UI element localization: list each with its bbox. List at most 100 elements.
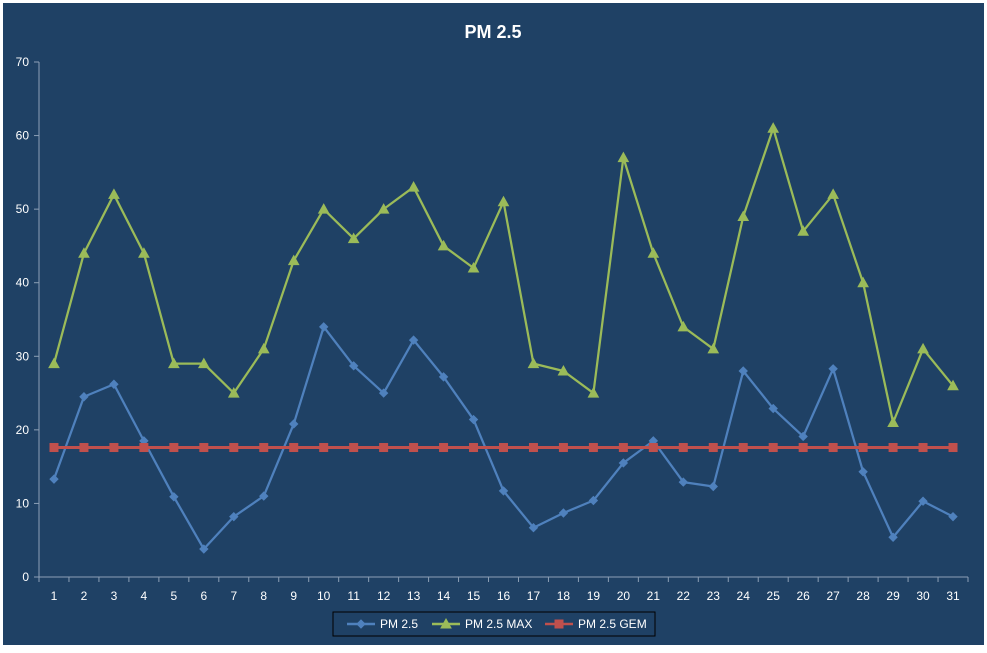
data-point-pm-2-5-max [827, 188, 839, 199]
data-point-pm-2-5 [259, 491, 269, 501]
data-point-pm-2-5 [918, 496, 928, 506]
chart-background [3, 3, 984, 645]
data-point-pm-2-5-gem [678, 443, 688, 453]
x-tick-label: 23 [707, 589, 721, 603]
data-point-pm-2-5 [828, 364, 838, 374]
data-point-pm-2-5 [49, 474, 59, 484]
data-point-pm-2-5-gem [349, 443, 359, 453]
data-point-pm-2-5-gem [49, 443, 59, 453]
x-tick-label: 25 [767, 589, 781, 603]
chart-title: PM 2.5 [464, 22, 521, 42]
data-point-pm-2-5 [468, 414, 479, 425]
data-point-pm-2-5-max [168, 357, 180, 369]
data-point-pm-2-5-gem [379, 443, 389, 453]
data-point-pm-2-5 [318, 322, 329, 332]
data-point-pm-2-5 [79, 392, 89, 402]
data-point-pm-2-5 [678, 477, 689, 487]
x-tick-label: 20 [617, 589, 631, 603]
data-point-pm-2-5 [289, 419, 299, 429]
data-point-pm-2-5-gem [469, 443, 479, 453]
x-tick-label: 24 [737, 589, 751, 603]
y-tick-label: 40 [16, 276, 30, 290]
x-tick-label: 22 [677, 589, 691, 603]
data-point-pm-2-5-max [257, 342, 270, 354]
legend-label: PM 2.5 GEM [578, 617, 647, 631]
data-point-pm-2-5-gem [259, 443, 269, 453]
data-point-pm-2-5-gem [289, 443, 299, 453]
y-tick-label: 20 [16, 423, 30, 437]
legend-item-pm-2-5: PM 2.5 [347, 617, 418, 631]
data-point-pm-2-5-gem [768, 443, 778, 453]
data-point-pm-2-5 [109, 379, 119, 389]
x-tick-label: 16 [497, 589, 511, 603]
data-point-pm-2-5 [528, 523, 539, 533]
x-tick-label: 14 [437, 589, 451, 603]
x-tick-label: 3 [111, 589, 118, 603]
x-tick-label: 21 [647, 589, 661, 603]
data-point-pm-2-5 [738, 366, 748, 376]
data-point-pm-2-5-max [647, 247, 660, 258]
legend-swatch-marker [356, 619, 366, 629]
data-point-pm-2-5-max [767, 122, 780, 133]
data-point-pm-2-5 [378, 388, 389, 398]
x-tick-label: 29 [886, 589, 900, 603]
legend-swatch-marker [554, 619, 564, 629]
data-point-pm-2-5-max [407, 181, 420, 192]
data-point-pm-2-5-gem [738, 443, 748, 453]
data-point-pm-2-5-max [887, 416, 899, 427]
x-tick-label: 1 [51, 589, 58, 603]
data-point-pm-2-5-gem [229, 443, 239, 453]
data-point-pm-2-5-gem [888, 443, 898, 453]
x-tick-label: 18 [557, 589, 571, 603]
series-pm-2-5-max [48, 122, 959, 427]
y-tick-label: 70 [16, 55, 30, 69]
x-tick-label: 10 [317, 589, 331, 603]
x-tick-label: 15 [467, 589, 481, 603]
legend-swatch-marker [440, 617, 452, 629]
data-point-pm-2-5-max [377, 203, 390, 214]
data-point-pm-2-5-gem [588, 443, 598, 453]
legend: PM 2.5 PM 2.5 MAX PM 2.5 GEM [332, 611, 656, 637]
data-point-pm-2-5-max [227, 387, 240, 398]
x-tick-label: 31 [946, 589, 960, 603]
data-point-pm-2-5-max [437, 239, 450, 251]
y-tick-label: 60 [16, 129, 30, 143]
data-point-pm-2-5-max [78, 247, 90, 258]
data-point-pm-2-5-max [497, 195, 510, 207]
x-tick-label: 28 [856, 589, 870, 603]
x-tick-label: 26 [796, 589, 810, 603]
data-point-pm-2-5-gem [858, 443, 868, 453]
series-pm-2-5 [49, 322, 958, 554]
x-tick-label: 2 [81, 589, 88, 603]
x-tick-label: 17 [527, 589, 541, 603]
data-point-pm-2-5 [798, 431, 808, 442]
data-point-pm-2-5 [768, 403, 778, 414]
data-point-pm-2-5-gem [409, 443, 419, 453]
data-point-pm-2-5-max [677, 320, 690, 332]
data-point-pm-2-5-gem [648, 443, 658, 453]
data-point-pm-2-5-gem [109, 443, 119, 453]
data-point-pm-2-5-max [857, 276, 869, 288]
data-point-pm-2-5-gem [439, 443, 449, 453]
data-point-pm-2-5-max [317, 203, 330, 214]
legend-label: PM 2.5 MAX [465, 617, 532, 631]
data-point-pm-2-5 [948, 511, 958, 522]
data-point-pm-2-5-max [347, 232, 360, 244]
data-point-pm-2-5-max [587, 387, 600, 398]
data-point-pm-2-5 [229, 511, 239, 522]
data-point-pm-2-5-max [947, 379, 959, 391]
data-point-pm-2-5-max [48, 357, 60, 369]
data-point-pm-2-5-max [557, 364, 570, 376]
data-point-pm-2-5-max [617, 151, 630, 163]
data-point-pm-2-5 [558, 508, 569, 518]
x-tick-label: 8 [260, 589, 267, 603]
legend-item-pm-2-5-max: PM 2.5 MAX [432, 617, 532, 631]
data-point-pm-2-5-gem [139, 443, 149, 453]
y-tick-label: 50 [16, 202, 30, 216]
x-tick-label: 7 [230, 589, 237, 603]
data-point-pm-2-5 [498, 486, 509, 496]
x-tick-label: 9 [290, 589, 297, 603]
